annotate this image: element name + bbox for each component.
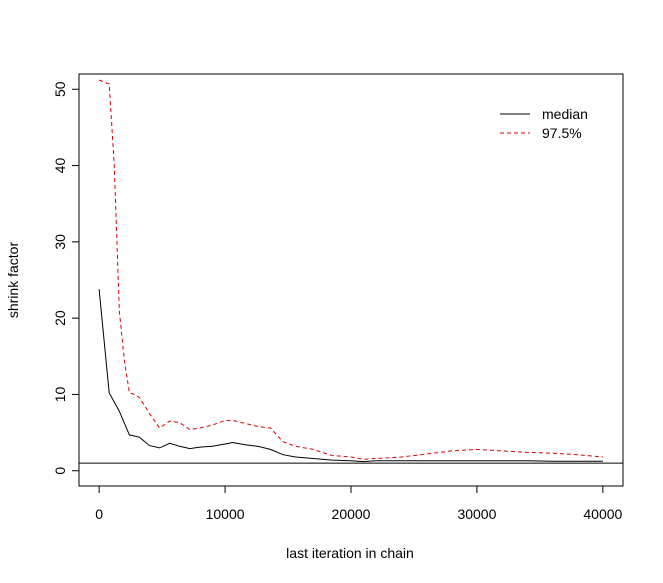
- x-axis-title: last iteration in chain: [286, 545, 414, 561]
- series-line-1: [98, 79, 603, 460]
- y-tick-label: 50: [52, 81, 68, 97]
- legend-label-0: median: [542, 106, 588, 122]
- y-tick-label: 0: [52, 467, 68, 475]
- y-tick-label: 10: [52, 386, 68, 402]
- series-line-0: [98, 289, 603, 463]
- axes: 0 10000 20000 30000 40000 0 10 20 30 40 50: [52, 81, 623, 522]
- y-axis-title: shrink factor: [5, 242, 21, 319]
- y-tick-label: 30: [52, 234, 68, 250]
- x-tick-label: 30000: [457, 506, 496, 522]
- x-tick-label: 20000: [332, 506, 371, 522]
- x-tick-label: 10000: [206, 506, 245, 522]
- y-tick-label: 20: [52, 310, 68, 326]
- x-tick-label: 0: [95, 506, 103, 522]
- series-layer: [98, 79, 603, 463]
- y-tick-label: 40: [52, 158, 68, 174]
- x-tick-label: 40000: [583, 506, 622, 522]
- legend-label-1: 97.5%: [542, 125, 582, 141]
- legend: median 97.5%: [500, 106, 588, 141]
